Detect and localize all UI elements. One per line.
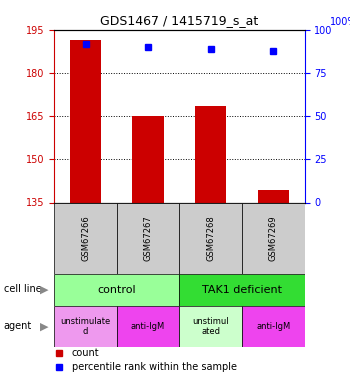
Bar [242, 202, 304, 274]
Bar [54, 274, 179, 306]
Bar [54, 306, 117, 347]
Text: 100%: 100% [329, 17, 350, 27]
Text: anti-IgM: anti-IgM [131, 322, 165, 331]
Text: ▶: ▶ [40, 321, 48, 331]
Bar [195, 106, 226, 202]
Bar [117, 202, 179, 274]
Text: control: control [98, 285, 136, 295]
Bar [258, 190, 289, 202]
Bar [179, 202, 242, 274]
Bar [54, 202, 117, 274]
Text: cell line: cell line [4, 285, 41, 294]
Text: GSM67268: GSM67268 [206, 215, 215, 261]
Bar [132, 116, 164, 202]
Text: GSM67267: GSM67267 [144, 215, 153, 261]
Bar [179, 274, 304, 306]
Text: anti-IgM: anti-IgM [256, 322, 290, 331]
Bar [117, 306, 179, 347]
Text: unstimulate
d: unstimulate d [61, 316, 111, 336]
Title: GDS1467 / 1415719_s_at: GDS1467 / 1415719_s_at [100, 15, 259, 27]
Text: unstimul
ated: unstimul ated [193, 316, 229, 336]
Text: percentile rank within the sample: percentile rank within the sample [72, 362, 237, 372]
Bar [179, 306, 242, 347]
Text: agent: agent [4, 321, 32, 331]
Text: TAK1 deficient: TAK1 deficient [202, 285, 282, 295]
Bar [242, 306, 304, 347]
Text: count: count [72, 348, 99, 358]
Text: ▶: ▶ [40, 285, 48, 294]
Text: GSM67269: GSM67269 [269, 215, 278, 261]
Text: GSM67266: GSM67266 [81, 215, 90, 261]
Bar [70, 40, 101, 203]
